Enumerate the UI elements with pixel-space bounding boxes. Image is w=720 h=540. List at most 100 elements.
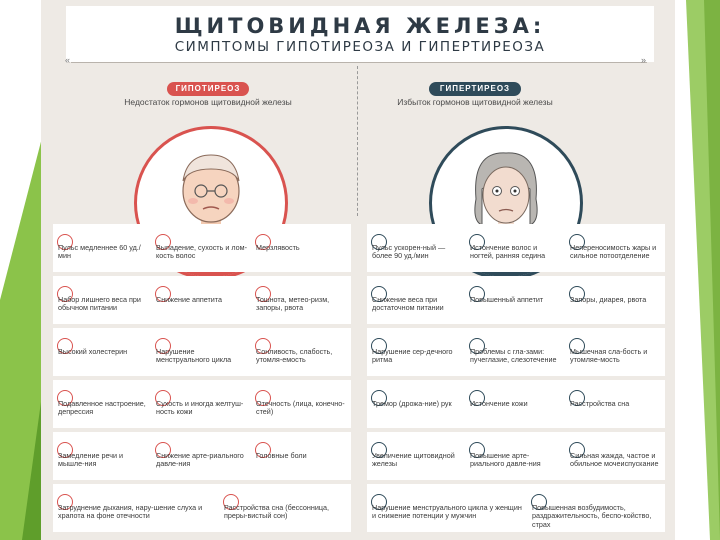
symptom-text: Мышечная сла-бость и утомляе-мость xyxy=(570,347,648,365)
eye-icon xyxy=(469,338,485,354)
symptom-text: Нарушение сер-дечного ритма xyxy=(372,347,453,365)
symptom-text: Замедление речи и мышле-ния xyxy=(58,451,124,469)
hyper-row-3: Нарушение сер-дечного ритма Проблемы с г… xyxy=(367,328,665,376)
center-dashed-line xyxy=(357,66,359,216)
symptom-cell: Повышение арте-риального давле-ния xyxy=(467,436,563,476)
thermometer-icon xyxy=(255,234,271,250)
symptom-text: Мерзлявость xyxy=(256,243,300,252)
symptom-cell: Снижение аппетита xyxy=(153,280,249,320)
stomach-icon xyxy=(255,286,271,302)
head-icon xyxy=(57,442,73,458)
hyper-description: Избыток гормонов щитовидной железы xyxy=(397,97,553,107)
symptom-text: Снижение аппетита xyxy=(156,295,223,304)
symptom-cell: Подавленное настроение, депрессия xyxy=(55,384,151,424)
skin-icon xyxy=(155,390,171,406)
symptom-cell: Сухость и иногда желтуш-ность кожи xyxy=(153,384,249,424)
hyper-row-2: Снижение веса при достаточном питании По… xyxy=(367,276,665,324)
symptom-cell: Мерзлявость xyxy=(253,228,349,268)
symptom-text: Истончение кожи xyxy=(470,399,528,408)
hypo-row-4: Подавленное настроение, депрессия Сухост… xyxy=(53,380,351,428)
gauge-icon xyxy=(155,442,171,458)
symptom-text: Повышенный аппетит xyxy=(470,295,544,304)
skin-icon xyxy=(469,390,485,406)
symptom-cell: Снижение арте-риального давле-ния xyxy=(153,436,249,476)
hair-icon xyxy=(469,234,485,250)
hyper-row-6: Нарушение менструального цикла у женщин … xyxy=(367,484,665,532)
symptom-text: Набор лишнего веса при обычном питании xyxy=(58,295,141,313)
symptom-cell: Увеличение щитовидной железы xyxy=(369,436,465,476)
tired-face-icon xyxy=(569,338,585,354)
symptom-text: Повышение арте-риального давле-ния xyxy=(470,451,541,469)
symptom-cell: Нарушение сер-дечного ритма xyxy=(369,332,465,372)
symptom-text: Подавленное настроение, депрессия xyxy=(58,399,146,417)
symptom-text: Сонливость, слабость, утомля-емость xyxy=(256,347,333,365)
hand-icon xyxy=(371,390,387,406)
stomach-icon xyxy=(569,286,585,302)
symptom-cell: Расстройства сна xyxy=(567,384,663,424)
poster-subtitle: СИМПТОМЫ ГИПОТИРЕОЗА И ГИПЕРТИРЕОЗА xyxy=(174,39,546,55)
symptom-text: Нарушение менструального цикла xyxy=(156,347,232,365)
lungs-icon xyxy=(57,494,73,510)
divider-mark-right: » xyxy=(641,55,647,65)
symptom-text: Повышенная возбудимость, раздражительнос… xyxy=(532,503,652,529)
anxious-face-icon xyxy=(531,494,547,510)
symptom-cell: Пульс ускорен-ный — более 90 уд./мин xyxy=(369,228,465,268)
hyper-badge: ГИПЕРТИРЕОЗ xyxy=(429,82,521,96)
symptom-text: Отечность (лица, конечно-стей) xyxy=(256,399,345,417)
symptom-text: Запоры, диарея, рвота xyxy=(570,295,647,304)
divider-mark-left: « xyxy=(65,55,71,65)
symptom-cell: Выпадение, сухость и лом-кость волос xyxy=(153,228,249,268)
scale-icon xyxy=(371,286,387,302)
hyper-row-4: Тремор (дрожа-ние) рук Истончение кожи Р… xyxy=(367,380,665,428)
calendar-icon xyxy=(155,338,171,354)
divider xyxy=(71,62,647,63)
symptom-text: Сухость и иногда желтуш-ность кожи xyxy=(156,399,244,417)
symptom-text: Затруднение дыхания, нару-шение слуха и … xyxy=(58,503,203,521)
bed-icon xyxy=(569,390,585,406)
symptom-cell: Высокий холестерин xyxy=(55,332,151,372)
symptom-text: Тошнота, метео-ризм, запоры, рвота xyxy=(256,295,330,313)
symptom-text: Истончение волос и ногтей, ранняя седина xyxy=(470,243,546,261)
symptom-cell: Пульс медленнее 60 уд./мин xyxy=(55,228,151,268)
symptom-text: Высокий холестерин xyxy=(58,347,128,356)
thyroid-icon xyxy=(371,442,387,458)
symptom-cell: Нарушение менструального цикла xyxy=(153,332,249,372)
symptom-cell: Затруднение дыхания, нару-шение слуха и … xyxy=(55,488,215,528)
symptom-cell: Мышечная сла-бость и утомляе-мость xyxy=(567,332,663,372)
symptom-cell: Расстройства сна (бессонница, преры-вист… xyxy=(221,488,347,528)
symptom-text: Расстройства сна (бессонница, преры-вист… xyxy=(224,503,329,521)
hair-icon xyxy=(155,234,171,250)
heart-pulse-icon xyxy=(57,234,73,250)
symptom-cell: Истончение волос и ногтей, ранняя седина xyxy=(467,228,563,268)
swollen-face-icon xyxy=(255,390,271,406)
symptom-cell: Истончение кожи xyxy=(467,384,563,424)
cholesterol-icon xyxy=(57,338,73,354)
hypo-row-5: Замедление речи и мышле-ния Снижение арт… xyxy=(53,432,351,480)
symptom-text: Нарушение менструального цикла у женщин … xyxy=(372,503,522,521)
symptom-cell: Набор лишнего веса при обычном питании xyxy=(55,280,151,320)
sad-face-icon xyxy=(57,390,73,406)
symptom-text: Увеличение щитовидной железы xyxy=(372,451,455,469)
symptom-text: Тремор (дрожа-ние) рук xyxy=(372,399,452,408)
symptom-cell: Тошнота, метео-ризм, запоры, рвота xyxy=(253,280,349,320)
symptom-text: Выпадение, сухость и лом-кость волос xyxy=(156,243,247,261)
symptom-cell: Проблемы с гла-зами: пучеглазие, слезоте… xyxy=(467,332,563,372)
bed-icon xyxy=(223,494,239,510)
hypo-row-2: Набор лишнего веса при обычном питании С… xyxy=(53,276,351,324)
hyper-row-1: Пульс ускорен-ный — более 90 уд./мин Ист… xyxy=(367,224,665,272)
title-box: ЩИТОВИДНАЯ ЖЕЛЕЗА: СИМПТОМЫ ГИПОТИРЕОЗА … xyxy=(66,6,654,62)
symptom-cell: Сонливость, слабость, утомля-емость xyxy=(253,332,349,372)
heart-pulse-icon xyxy=(371,234,387,250)
poster-title: ЩИТОВИДНАЯ ЖЕЛЕЗА: xyxy=(174,14,546,38)
bottle-icon xyxy=(569,442,585,458)
heartbeat-icon xyxy=(371,338,387,354)
symptom-text: Сильная жажда, частое и обильное мочеисп… xyxy=(570,451,659,469)
symptom-text: Пульс ускорен-ный — более 90 уд./мин xyxy=(372,243,446,261)
symptom-cell: Повышенная возбудимость, раздражительнос… xyxy=(529,488,663,529)
symptom-cell: Сильная жажда, частое и обильное мочеисп… xyxy=(567,436,663,476)
hypo-description: Недостаток гормонов щитовидной железы xyxy=(124,97,292,107)
symptom-cell: Запоры, диарея, рвота xyxy=(567,280,663,320)
symptom-text: Снижение веса при достаточном питании xyxy=(372,295,444,313)
symptom-text: Пульс медленнее 60 уд./мин xyxy=(58,243,141,261)
plate-icon xyxy=(155,286,171,302)
